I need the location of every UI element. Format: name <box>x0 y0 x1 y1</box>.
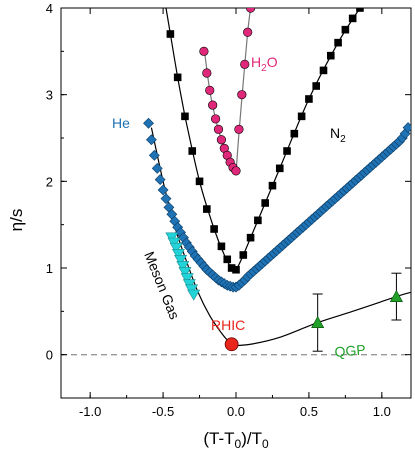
n2-point <box>227 264 236 272</box>
meson-point <box>171 248 185 260</box>
n2-point <box>334 38 342 47</box>
qgp-point <box>389 289 404 302</box>
meson-point <box>174 255 188 266</box>
rhic-point <box>224 337 239 352</box>
qgp-point <box>311 315 325 328</box>
n2-point <box>223 255 232 264</box>
axis-ticks: -1.0 -0.5 0.0 0.5 1.0 0 1 2 3 4 <box>46 1 411 419</box>
meson-point <box>187 289 201 301</box>
qgp-label: QGP <box>334 341 366 360</box>
he-point <box>160 193 172 205</box>
he-point <box>145 134 157 146</box>
n2-point <box>195 177 204 186</box>
x-tick-label: 0.5 <box>300 404 318 419</box>
y-axis-title: η/s <box>7 209 26 232</box>
n2-label: N2 <box>330 125 346 145</box>
he-point <box>402 122 411 134</box>
x-axis-title: (T-T0)/T0 <box>203 429 269 451</box>
n2-point <box>239 251 248 259</box>
y-tick-label: 0 <box>46 348 53 363</box>
rhic-label: RHIC <box>211 317 245 333</box>
h2o-point <box>216 135 227 145</box>
n2-point <box>210 225 218 233</box>
he-point <box>157 184 169 196</box>
x-tick-label: -0.5 <box>152 404 174 419</box>
x-tick-label: -1.0 <box>79 404 101 419</box>
y-tick-label: 3 <box>46 88 53 103</box>
h2o-point <box>245 8 256 13</box>
n2-point <box>348 14 357 23</box>
n2-point <box>312 82 321 90</box>
h2o-point <box>202 68 212 78</box>
h2o-point <box>199 46 209 56</box>
y-tick-label: 4 <box>46 1 53 16</box>
h2o-point <box>231 166 241 176</box>
n2-point <box>181 112 189 121</box>
he-point <box>151 162 163 174</box>
qgp-curve <box>228 291 411 347</box>
x-tick-label: 0.0 <box>227 404 245 419</box>
x-tick-label: 1.0 <box>373 404 391 419</box>
n2-point <box>283 147 291 155</box>
meson-point <box>169 242 183 254</box>
h2o-point <box>234 124 244 134</box>
he-point <box>154 174 166 186</box>
h2o-point <box>210 114 221 124</box>
n2-point <box>246 233 255 242</box>
n2-point <box>217 242 226 251</box>
meson-curve <box>150 127 230 343</box>
meson-point <box>178 267 192 279</box>
h2o-point <box>208 100 218 110</box>
n2-point <box>173 73 182 82</box>
data-markers <box>143 8 411 352</box>
n2-point <box>232 265 240 274</box>
n2-point <box>188 147 197 155</box>
h2o-point <box>213 124 224 134</box>
n2-curve-left <box>165 8 186 117</box>
h2o-point <box>237 90 247 100</box>
meson-point <box>176 261 190 272</box>
n2-point <box>166 30 175 38</box>
meson-gas-label: Meson Gas <box>141 249 183 321</box>
meson-point <box>180 273 194 285</box>
y-tick-label: 1 <box>46 261 53 276</box>
n2-point <box>275 164 284 173</box>
n2-point <box>326 51 335 60</box>
n2-point <box>305 95 313 103</box>
he-label: He <box>112 115 130 131</box>
n2-point <box>268 181 277 190</box>
y-tick-label: 2 <box>46 174 53 189</box>
n2-point <box>290 129 299 138</box>
h2o-point <box>205 85 215 95</box>
h2o-point <box>240 59 250 69</box>
n2-point <box>319 66 328 75</box>
h2o-point <box>243 27 253 37</box>
n2-point <box>254 216 262 225</box>
n2-point <box>356 8 364 12</box>
he-point <box>148 149 160 161</box>
n2-point <box>203 205 211 213</box>
n2-point <box>297 112 306 121</box>
h2o-label: H2O <box>251 54 278 74</box>
n2-point <box>341 25 350 34</box>
he-point <box>143 117 154 129</box>
n2-point <box>261 199 269 207</box>
